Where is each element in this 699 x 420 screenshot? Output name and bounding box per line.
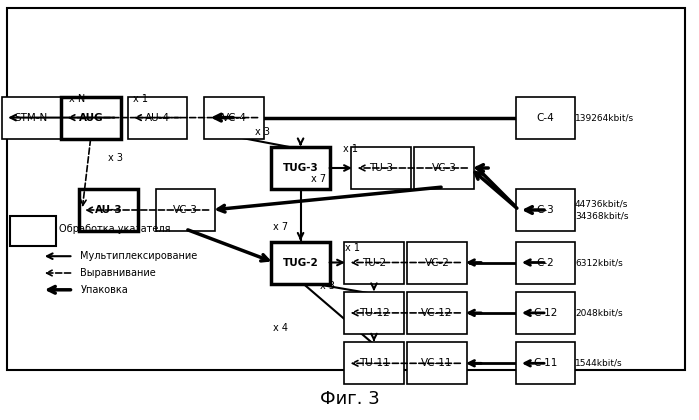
Text: 1544kbit/s: 1544kbit/s — [575, 359, 623, 368]
Text: C-12: C-12 — [533, 308, 557, 318]
FancyBboxPatch shape — [407, 342, 467, 384]
FancyBboxPatch shape — [127, 97, 187, 139]
Text: x 1: x 1 — [345, 243, 359, 253]
Text: 139264kbit/s: 139264kbit/s — [575, 113, 634, 122]
FancyBboxPatch shape — [345, 292, 404, 334]
Text: x 3: x 3 — [320, 281, 335, 291]
Text: x N: x N — [69, 94, 85, 104]
Text: AU-3: AU-3 — [94, 205, 122, 215]
Text: x 1: x 1 — [343, 144, 357, 154]
Text: x 1: x 1 — [133, 94, 147, 104]
FancyBboxPatch shape — [414, 147, 474, 189]
FancyBboxPatch shape — [78, 189, 138, 231]
Text: VC-4: VC-4 — [222, 113, 247, 123]
FancyBboxPatch shape — [7, 8, 685, 370]
Text: 44736kbit/s: 44736kbit/s — [575, 199, 628, 208]
Text: VC-12: VC-12 — [421, 308, 453, 318]
FancyBboxPatch shape — [271, 241, 331, 284]
Text: TU-3: TU-3 — [369, 163, 393, 173]
FancyBboxPatch shape — [516, 189, 575, 231]
Text: AUG: AUG — [78, 113, 103, 123]
Text: TUG-2: TUG-2 — [282, 257, 319, 268]
FancyBboxPatch shape — [62, 97, 120, 139]
Text: 34368kbit/s: 34368kbit/s — [575, 212, 628, 221]
Text: Выравнивание: Выравнивание — [80, 268, 156, 278]
FancyBboxPatch shape — [271, 147, 331, 189]
Text: 6312kbit/s: 6312kbit/s — [575, 258, 623, 267]
Text: Мультиплексирование: Мультиплексирование — [80, 251, 198, 261]
Text: Обработка указателя: Обработка указателя — [59, 224, 171, 234]
FancyBboxPatch shape — [516, 342, 575, 384]
Text: x 3: x 3 — [255, 127, 270, 137]
Text: TU-12: TU-12 — [359, 308, 389, 318]
FancyBboxPatch shape — [352, 147, 411, 189]
FancyBboxPatch shape — [516, 97, 575, 139]
FancyBboxPatch shape — [1, 97, 62, 139]
FancyBboxPatch shape — [516, 292, 575, 334]
Text: STM-N: STM-N — [15, 113, 48, 123]
FancyBboxPatch shape — [407, 241, 467, 284]
Text: C-4: C-4 — [536, 113, 554, 123]
FancyBboxPatch shape — [205, 97, 264, 139]
Text: VC-2: VC-2 — [424, 257, 449, 268]
Text: x 3: x 3 — [108, 152, 123, 163]
FancyBboxPatch shape — [155, 189, 215, 231]
Text: C-11: C-11 — [533, 358, 557, 368]
Text: Упаковка: Упаковка — [80, 285, 128, 295]
Text: TU-2: TU-2 — [362, 257, 386, 268]
Text: TUG-3: TUG-3 — [282, 163, 319, 173]
Text: TU-11: TU-11 — [359, 358, 389, 368]
Text: 2048kbit/s: 2048kbit/s — [575, 308, 623, 318]
FancyBboxPatch shape — [345, 342, 404, 384]
Text: VC-3: VC-3 — [173, 205, 198, 215]
FancyBboxPatch shape — [516, 241, 575, 284]
Text: VC-11: VC-11 — [421, 358, 453, 368]
FancyBboxPatch shape — [345, 241, 404, 284]
Text: x 7: x 7 — [311, 173, 326, 184]
Text: VC-3: VC-3 — [431, 163, 456, 173]
Text: C-2: C-2 — [536, 257, 554, 268]
Text: x 4: x 4 — [273, 323, 287, 333]
Text: Фиг. 3: Фиг. 3 — [319, 390, 380, 408]
Text: x 7: x 7 — [273, 222, 288, 232]
FancyBboxPatch shape — [10, 216, 56, 246]
Text: AU-4: AU-4 — [145, 113, 170, 123]
Text: C-3: C-3 — [536, 205, 554, 215]
FancyBboxPatch shape — [407, 292, 467, 334]
